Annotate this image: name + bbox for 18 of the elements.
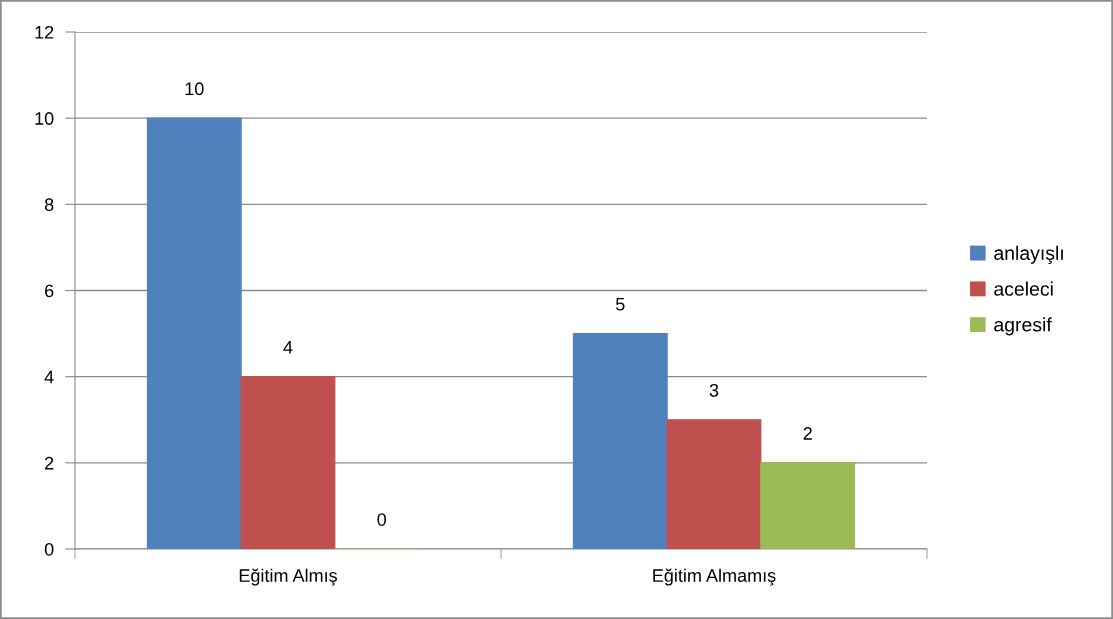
y-tick-label: 10 [35,112,54,125]
x-tick-label: Eğitim Almış [239,568,338,586]
legend-label: aceleci [994,281,1053,296]
y-tick-label: 4 [44,370,54,384]
y-tick-label: 6 [45,284,54,298]
data-label: 4 [283,341,293,354]
data-label: 0 [377,513,387,526]
y-tick-label: 0 [44,542,54,556]
y-tick-label: 8 [44,198,54,212]
y-tick-label: 2 [45,456,54,470]
data-label: 5 [615,297,625,311]
legend-label: agresif [994,317,1052,336]
data-label: 3 [709,383,719,397]
x-tick-label: Eğitim Almamış [653,568,776,586]
y-tick-label: 12 [35,25,54,39]
data-label: 10 [185,82,204,96]
legend-label: anlayışlı [994,245,1063,264]
data-label: 2 [803,427,812,440]
